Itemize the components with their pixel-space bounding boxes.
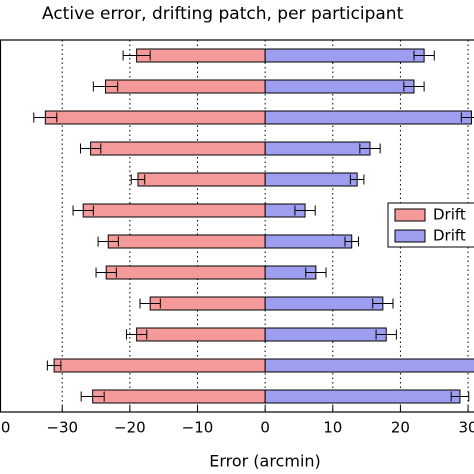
error-bar [450, 391, 470, 402]
x-axis-label: Error (arcmin) [209, 452, 321, 471]
error-bar [344, 236, 359, 247]
bar [264, 172, 358, 187]
bar [53, 358, 266, 373]
legend-label: Drift [433, 227, 466, 245]
bar [149, 296, 266, 311]
x-tick-label: 10 [323, 419, 342, 437]
bar [264, 389, 461, 404]
bar [264, 110, 472, 125]
bar [136, 327, 266, 342]
x-tick-label: 20 [391, 419, 410, 437]
error-bar [97, 236, 119, 247]
bar [264, 327, 387, 342]
x-tick-label: −20 [114, 419, 146, 437]
bar [82, 203, 266, 218]
error-bar [92, 81, 119, 92]
error-bar [33, 112, 58, 123]
bar [264, 79, 415, 94]
plot-frame [0, 39, 474, 413]
bar [136, 48, 266, 63]
x-tick-label: −40 [0, 419, 10, 437]
error-bar [359, 143, 381, 154]
error-bar [403, 81, 425, 92]
legend-swatch [394, 208, 426, 222]
error-bar [130, 174, 146, 185]
bar [264, 141, 371, 156]
error-bar [413, 50, 435, 61]
bar [92, 389, 266, 404]
bar [107, 234, 266, 249]
error-bar [125, 329, 148, 340]
x-tick-label: −10 [182, 419, 214, 437]
bar [264, 296, 384, 311]
x-tick-label: −30 [46, 419, 78, 437]
bar [90, 141, 266, 156]
error-bar [46, 360, 62, 371]
x-tick-label: 30 [459, 419, 474, 437]
error-bar [72, 205, 94, 216]
error-bar [95, 267, 117, 278]
error-bar [122, 50, 151, 61]
error-bar [139, 298, 161, 309]
error-bar [80, 391, 105, 402]
legend-label: Drift [433, 206, 466, 224]
bar [44, 110, 266, 125]
chart-title: Active error, drifting patch, per partic… [42, 4, 404, 24]
error-bar [375, 329, 397, 340]
legend-swatch [394, 229, 426, 243]
x-tick-label: 0 [260, 419, 270, 437]
bar [264, 358, 474, 373]
error-bar [349, 174, 365, 185]
error-bar [294, 205, 316, 216]
bar [137, 172, 266, 187]
error-bar [305, 267, 327, 278]
error-bar [372, 298, 394, 309]
error-bar [460, 112, 474, 123]
bar [105, 79, 266, 94]
bar [264, 48, 425, 63]
bar [105, 265, 266, 280]
error-bar [79, 143, 102, 154]
bar [264, 234, 353, 249]
